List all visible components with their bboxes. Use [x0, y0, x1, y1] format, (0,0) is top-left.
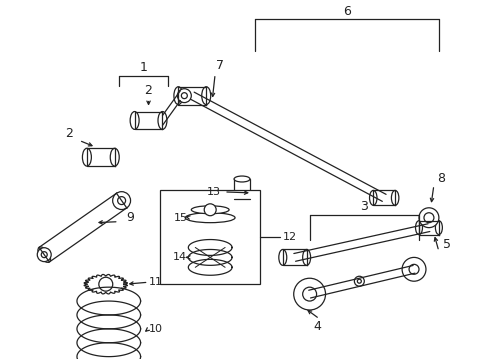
Text: 14: 14	[173, 252, 187, 262]
Circle shape	[112, 192, 130, 210]
Circle shape	[41, 252, 47, 258]
Circle shape	[204, 204, 216, 216]
Circle shape	[99, 277, 113, 291]
Text: 2: 2	[144, 84, 152, 97]
Ellipse shape	[185, 213, 235, 223]
Ellipse shape	[234, 176, 249, 182]
Ellipse shape	[302, 249, 310, 265]
Ellipse shape	[191, 206, 228, 214]
Text: 10: 10	[148, 324, 162, 334]
Ellipse shape	[369, 190, 376, 205]
Ellipse shape	[415, 221, 422, 235]
Text: 2: 2	[65, 127, 73, 140]
Ellipse shape	[130, 112, 139, 129]
Text: 3: 3	[360, 200, 367, 213]
Ellipse shape	[174, 87, 183, 105]
Ellipse shape	[38, 247, 50, 262]
Circle shape	[354, 276, 364, 286]
Text: 5: 5	[442, 238, 450, 251]
Text: 1: 1	[140, 61, 147, 75]
Circle shape	[37, 248, 51, 262]
Text: 9: 9	[126, 211, 134, 224]
Text: 7: 7	[216, 59, 224, 72]
Text: 11: 11	[148, 277, 162, 287]
Bar	[234, 179, 249, 199]
Ellipse shape	[390, 190, 398, 205]
Bar	[160, 190, 260, 284]
Text: 6: 6	[343, 5, 351, 18]
Circle shape	[118, 197, 125, 204]
Text: 4: 4	[313, 320, 321, 333]
Text: 12: 12	[282, 232, 296, 242]
Ellipse shape	[82, 148, 91, 166]
Circle shape	[418, 208, 438, 228]
Text: 13: 13	[207, 187, 221, 197]
Text: 8: 8	[436, 171, 444, 185]
Text: 15: 15	[173, 213, 187, 223]
Circle shape	[408, 264, 418, 274]
Circle shape	[181, 93, 187, 99]
Ellipse shape	[434, 221, 442, 235]
Circle shape	[423, 213, 433, 223]
Ellipse shape	[115, 193, 128, 208]
Ellipse shape	[278, 249, 286, 265]
Ellipse shape	[202, 87, 210, 105]
Circle shape	[293, 278, 325, 310]
Ellipse shape	[158, 112, 166, 129]
Circle shape	[401, 257, 425, 281]
Circle shape	[177, 89, 191, 103]
Circle shape	[357, 279, 361, 283]
Circle shape	[302, 287, 316, 301]
Ellipse shape	[110, 148, 119, 166]
